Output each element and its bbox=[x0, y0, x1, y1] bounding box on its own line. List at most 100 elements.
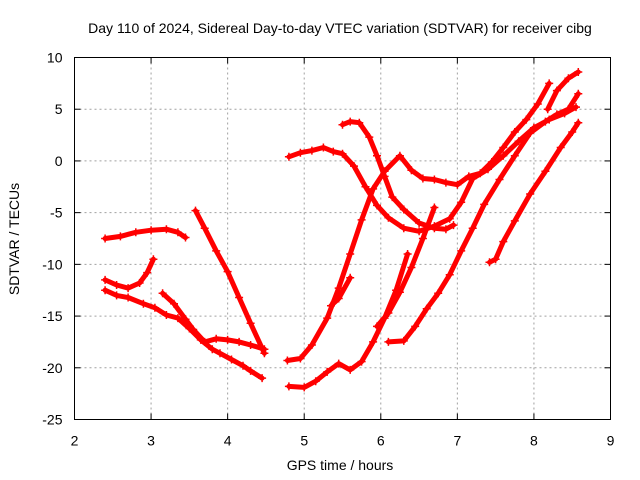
data-point bbox=[365, 133, 374, 142]
data-point bbox=[258, 374, 267, 383]
data-point bbox=[384, 337, 393, 346]
data-point bbox=[415, 227, 424, 236]
data-point bbox=[399, 205, 408, 214]
data-point bbox=[449, 221, 458, 230]
x-tick-label: 8 bbox=[530, 433, 538, 449]
data-point bbox=[464, 172, 473, 181]
series-arc-h bbox=[284, 250, 412, 392]
data-point bbox=[369, 337, 378, 346]
data-point bbox=[300, 383, 309, 392]
data-point bbox=[101, 286, 110, 295]
y-tick-labels: -25 -20 -15 -10 -5 0 5 10 bbox=[42, 50, 62, 428]
data-point bbox=[170, 299, 178, 308]
data-point bbox=[357, 215, 366, 224]
data-point bbox=[323, 314, 332, 323]
data-point bbox=[284, 382, 293, 391]
data-point bbox=[355, 118, 364, 127]
data-point bbox=[189, 325, 198, 334]
y-tick-label: -15 bbox=[42, 308, 62, 324]
data-point bbox=[338, 120, 347, 129]
data-point bbox=[445, 270, 454, 279]
data-point bbox=[552, 86, 561, 95]
data-point bbox=[173, 228, 182, 237]
data-point bbox=[445, 214, 454, 223]
x-tick-label: 4 bbox=[224, 433, 232, 449]
data-point bbox=[510, 151, 519, 160]
data-point bbox=[208, 345, 217, 354]
data-point bbox=[296, 148, 305, 157]
data-point bbox=[191, 206, 200, 215]
data-point bbox=[411, 322, 420, 331]
grid-lines bbox=[74, 57, 611, 420]
series-line bbox=[545, 69, 581, 112]
y-tick-label: 10 bbox=[47, 50, 63, 66]
data-point bbox=[522, 115, 531, 124]
data-point bbox=[223, 335, 232, 344]
data-point bbox=[101, 234, 110, 243]
series-arc-a bbox=[101, 225, 190, 243]
data-point bbox=[552, 110, 561, 119]
data-point bbox=[101, 275, 110, 284]
data-point bbox=[468, 224, 477, 233]
series-arc-e bbox=[191, 206, 269, 358]
data-point bbox=[338, 149, 347, 158]
data-point bbox=[395, 151, 404, 160]
x-tick-label: 5 bbox=[300, 433, 308, 449]
data-point bbox=[574, 89, 583, 98]
data-point bbox=[212, 334, 221, 343]
series-arc-j bbox=[338, 117, 458, 234]
data-point bbox=[430, 224, 439, 233]
data-point bbox=[235, 337, 244, 346]
data-point bbox=[526, 129, 535, 137]
data-point bbox=[453, 180, 462, 189]
data-point bbox=[260, 349, 269, 358]
data-point bbox=[323, 367, 332, 376]
data-point bbox=[407, 263, 416, 272]
series-line bbox=[102, 256, 156, 291]
data-point bbox=[399, 224, 408, 233]
x-tick-label: 6 bbox=[377, 433, 385, 449]
series-line bbox=[385, 91, 581, 345]
data-point bbox=[346, 273, 355, 282]
data-point bbox=[181, 315, 190, 324]
data-point bbox=[246, 366, 255, 375]
data-point bbox=[284, 152, 293, 161]
data-point bbox=[418, 234, 427, 243]
data-point bbox=[307, 146, 316, 155]
data-point bbox=[283, 356, 292, 365]
data-point bbox=[329, 147, 338, 156]
data-point bbox=[212, 246, 221, 255]
data-point bbox=[112, 281, 121, 289]
series-layer bbox=[101, 68, 583, 392]
data-point bbox=[373, 322, 381, 331]
data-point bbox=[514, 137, 523, 146]
data-point bbox=[296, 354, 305, 363]
data-point bbox=[415, 219, 424, 227]
data-point bbox=[476, 169, 485, 178]
series-arc-m bbox=[485, 118, 583, 267]
y-tick-label: -25 bbox=[42, 412, 62, 428]
data-point bbox=[319, 143, 328, 152]
data-point bbox=[384, 309, 393, 317]
data-point bbox=[373, 201, 381, 210]
data-point bbox=[350, 162, 358, 171]
data-point bbox=[131, 228, 140, 237]
data-point bbox=[200, 224, 209, 233]
data-point bbox=[399, 336, 408, 345]
data-point bbox=[112, 291, 121, 300]
data-point bbox=[181, 233, 190, 242]
data-point bbox=[543, 105, 552, 114]
data-point bbox=[173, 314, 182, 323]
series-line bbox=[193, 208, 267, 356]
x-tick-label: 9 bbox=[607, 433, 615, 449]
data-point bbox=[139, 299, 148, 308]
data-point bbox=[346, 117, 355, 126]
data-point bbox=[311, 377, 320, 386]
data-point bbox=[246, 319, 255, 328]
data-point bbox=[422, 304, 431, 313]
data-point bbox=[162, 311, 171, 319]
series-arc-l bbox=[384, 89, 583, 346]
data-point bbox=[495, 175, 504, 184]
series-arc-b bbox=[101, 255, 158, 293]
data-point bbox=[499, 237, 508, 246]
